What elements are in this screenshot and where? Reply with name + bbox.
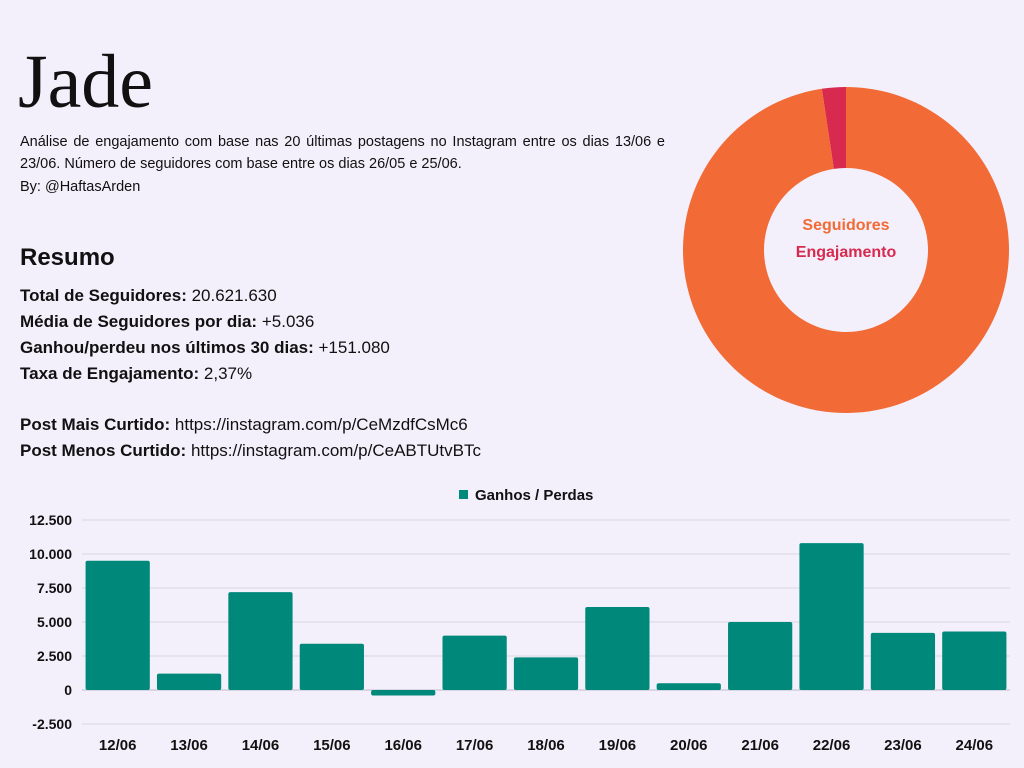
stat-gain-30-days: Ganhou/perdeu nos últimos 30 dias: +151.… — [20, 335, 390, 361]
y-tick-label: 10.000 — [29, 546, 72, 562]
y-tick-label: 0 — [64, 682, 72, 698]
y-tick-label: 7.500 — [37, 580, 72, 596]
chart-legend: Ganhos / Perdas — [459, 487, 593, 504]
legend-label: Ganhos / Perdas — [475, 487, 593, 504]
x-tick-label: 14/06 — [242, 737, 280, 754]
followers-engagement-donut-chart: Seguidores Engajamento — [683, 87, 1009, 413]
y-tick-label: 2.500 — [37, 648, 72, 664]
x-tick-label: 23/06 — [884, 737, 922, 754]
x-tick-label: 15/06 — [313, 737, 351, 754]
x-tick-label: 18/06 — [527, 737, 565, 754]
donut-slice-seguidores — [683, 87, 1009, 413]
page-title: Jade — [18, 40, 154, 124]
stat-most-liked-post-label: Post Mais Curtido: — [20, 415, 171, 434]
stat-least-liked-post: Post Menos Curtido: https://instagram.co… — [20, 438, 481, 464]
legend-swatch — [459, 490, 468, 499]
x-tick-label: 12/06 — [99, 737, 137, 754]
bar-21-06 — [728, 622, 793, 690]
stat-gain-30-days-label: Ganhou/perdeu nos últimos 30 dias: — [20, 338, 314, 357]
x-tick-label: 19/06 — [599, 737, 637, 754]
stat-engagement-rate-value: 2,37% — [199, 364, 253, 383]
x-tick-label: 20/06 — [670, 737, 708, 754]
stat-most-liked-post: Post Mais Curtido: https://instagram.com… — [20, 412, 468, 438]
stat-avg-followers-label: Média de Seguidores por dia: — [20, 312, 258, 331]
bar-15-06 — [299, 643, 364, 690]
y-tick-label: 5.000 — [37, 614, 72, 630]
x-tick-label: 24/06 — [956, 737, 994, 754]
bar-14-06 — [228, 592, 293, 690]
donut-label-seguidores: Seguidores — [802, 217, 889, 234]
donut-label-engajamento: Engajamento — [796, 244, 897, 261]
donut-slice-engajamento — [821, 87, 846, 169]
summary-heading: Resumo — [20, 244, 115, 271]
stat-engagement-rate-label: Taxa de Engajamento: — [20, 364, 200, 383]
stat-total-followers-label: Total de Seguidores: — [20, 286, 187, 305]
bar-17-06 — [442, 635, 507, 690]
stat-total-followers: Total de Seguidores: 20.621.630 — [20, 283, 277, 309]
gains-losses-bar-chart: Ganhos / Perdas -2.500 0 2.500 5.000 7.500 10.… — [29, 487, 1010, 754]
y-tick-label: -2.500 — [32, 716, 72, 732]
bar-16-06 — [371, 690, 436, 696]
x-tick-label: 22/06 — [813, 737, 851, 754]
bar-13-06 — [156, 673, 222, 690]
bar-23-06 — [870, 632, 936, 690]
stat-most-liked-post-link[interactable]: https://instagram.com/p/CeMzdfCsMc6 — [170, 415, 468, 434]
x-tick-label: 13/06 — [170, 737, 208, 754]
stat-total-followers-value: 20.621.630 — [186, 286, 277, 305]
byline: By: @HaftasArden — [20, 179, 141, 195]
bar-22-06 — [799, 543, 864, 690]
bar-19-06 — [585, 607, 650, 690]
bar-24-06 — [942, 631, 1007, 690]
y-tick-label: 12.500 — [29, 512, 72, 528]
stat-gain-30-days-value: +151.080 — [313, 338, 390, 357]
x-tick-label: 21/06 — [741, 737, 779, 754]
x-tick-label: 17/06 — [456, 737, 494, 754]
stat-engagement-rate: Taxa de Engajamento: 2,37% — [20, 361, 252, 387]
bar-12-06 — [85, 560, 150, 690]
stat-avg-followers: Média de Seguidores por dia: +5.036 — [20, 309, 314, 335]
stat-least-liked-post-link[interactable]: https://instagram.com/p/CeABTUtvBTc — [186, 441, 481, 460]
x-tick-label: 16/06 — [384, 737, 422, 754]
bar-20-06 — [656, 683, 721, 690]
stat-least-liked-post-label: Post Menos Curtido: — [20, 441, 187, 460]
bar-18-06 — [513, 657, 579, 690]
stat-avg-followers-value: +5.036 — [257, 312, 315, 331]
page-subtitle: Análise de engajamento com base nas 20 ú… — [20, 134, 665, 172]
